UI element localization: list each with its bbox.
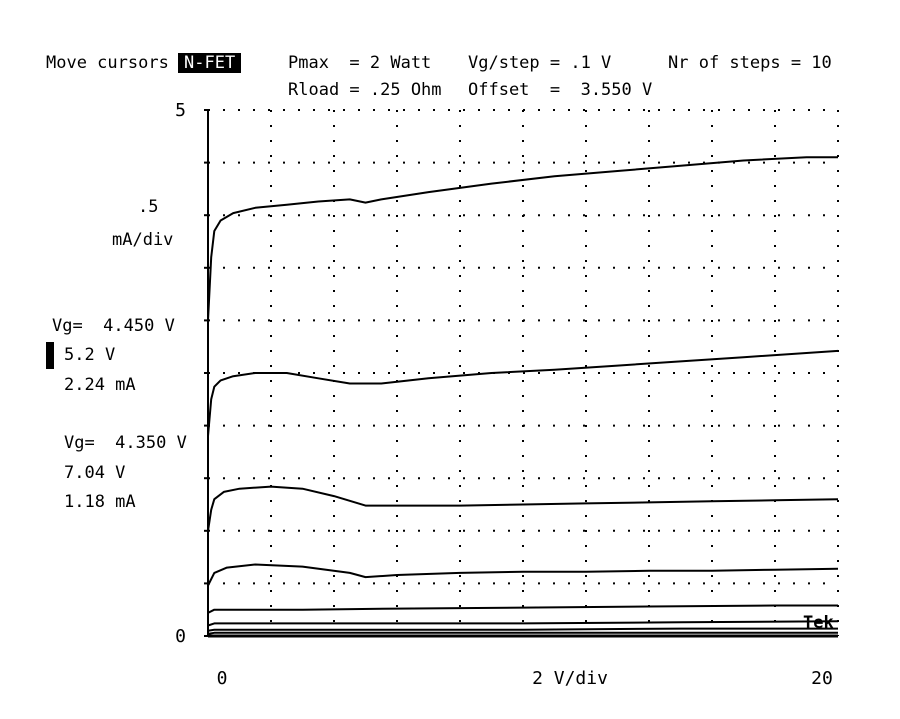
vertical-scale-unit: mA/div [112,230,174,250]
cursor2-voltage-readout: 7.04 V [64,463,126,483]
iv-curve-5 [207,604,838,614]
vg-step-readout: Vg/step = .1 V [468,53,612,73]
vertical-scale-value: .5 [138,197,159,217]
move-cursors-label: Move cursors [46,53,169,73]
x-axis-label: 2 V/div [532,668,608,689]
cursor1-vg-readout: Vg= 4.450 V [52,316,175,336]
cursor1-current-readout: 2.24 mA [64,375,136,395]
cursor1-voltage-readout: 5.2 V [64,345,116,365]
x-tick-label: 0 [217,668,228,689]
iv-curve-3 [207,485,839,531]
nr-steps-readout: Nr of steps = 10 [668,53,832,73]
iv-curve-4 [207,563,839,586]
cursor2-current-readout: 1.18 mA [64,492,136,512]
active-cursor-marker[interactable] [46,342,54,369]
rload-readout: Rload = .25 Ohm [288,80,442,100]
tek-logo: Tek [803,613,834,633]
iv-curve-2 [207,349,839,437]
device-type-button[interactable]: N-FET [178,53,242,73]
x-tick-label: 20 [811,668,833,689]
cursor2-vg-readout: Vg= 4.350 V [64,433,187,453]
iv-curve-1 [207,156,838,321]
iv-curve-7 [207,627,838,632]
y-tick-label: 0 [175,626,186,647]
offset-readout: Offset = 3.550 V [468,80,653,100]
iv-curve-8 [207,631,838,635]
iv-curve-6 [207,620,839,627]
y-tick-label: 5 [175,100,186,121]
pmax-readout: Pmax = 2 Watt [288,53,432,73]
